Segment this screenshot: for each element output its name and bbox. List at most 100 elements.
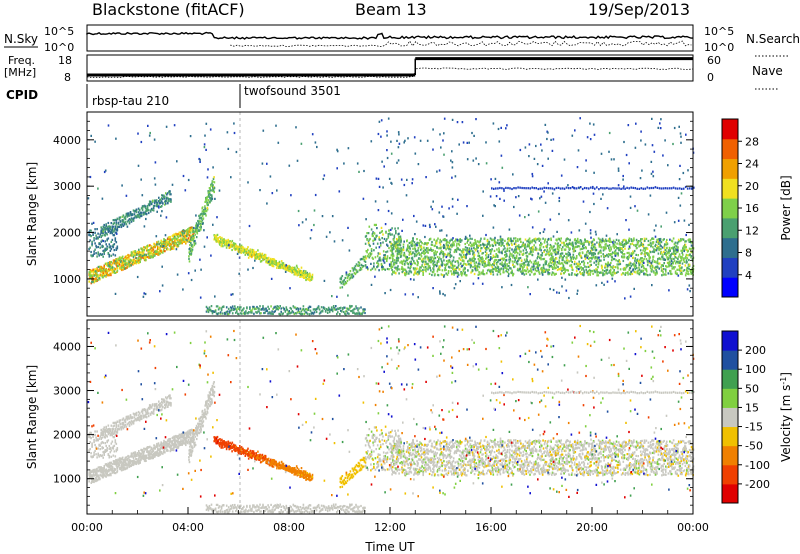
scatter-cell (685, 133, 687, 136)
scatter-cell (384, 292, 386, 295)
scatter-cell (650, 242, 652, 245)
scatter-cell (343, 279, 346, 282)
scatter-cell (129, 259, 132, 262)
scatter-cell (534, 272, 536, 275)
scatter-cell (106, 226, 108, 229)
scatter-cell (484, 243, 486, 246)
scatter-cell (287, 268, 290, 271)
scatter-cell (301, 275, 303, 278)
scatter-cell (165, 242, 167, 245)
scatter-cell (502, 238, 504, 241)
scatter-cell (660, 264, 663, 267)
scatter-cell (496, 254, 499, 257)
scatter-cell (144, 205, 147, 208)
scatter-cell (533, 244, 535, 247)
scatter-cell (496, 266, 499, 269)
scatter-cell (567, 243, 569, 247)
scatter-cell (382, 241, 384, 244)
scatter-cell (597, 266, 599, 269)
scatter-cell (374, 238, 377, 241)
scatter-cell (556, 261, 559, 264)
scatter-cell (622, 253, 624, 256)
scatter-cell (412, 293, 414, 296)
scatter-cell (473, 134, 475, 137)
scatter-cell (115, 228, 118, 231)
scatter-cell (89, 274, 91, 277)
scatter-cell (189, 238, 192, 241)
scatter-cell (393, 270, 396, 273)
scatter-cell (557, 242, 559, 245)
scatter-cell (166, 199, 168, 203)
cpid-segment-2: twofsound 3501 (244, 84, 341, 98)
scatter-cell (453, 287, 456, 290)
scatter-cell (197, 219, 199, 223)
scatter-cell (118, 225, 121, 228)
scatter-cell (598, 250, 601, 253)
scatter-cell (473, 260, 476, 263)
scatter-cell (188, 251, 190, 254)
scatter-cell (489, 244, 491, 247)
scatter-cell (526, 240, 528, 243)
scatter-cell (462, 259, 464, 262)
scatter-cell (587, 262, 589, 265)
scatter-cell (664, 249, 667, 252)
scatter-cell (205, 214, 207, 217)
scatter-cell (537, 262, 539, 265)
scatter-cell (627, 258, 629, 261)
scatter-cell (216, 312, 219, 316)
scatter-cell (665, 240, 667, 244)
scatter-cell (358, 269, 361, 272)
scatter-cell (447, 244, 449, 247)
scatter-cell (597, 252, 600, 255)
scatter-cell (132, 256, 135, 259)
scatter-cell (173, 242, 176, 245)
scatter-cell (549, 243, 552, 247)
scatter-cell (571, 272, 573, 275)
scatter-cell (413, 273, 415, 276)
scatter-cell (215, 237, 218, 240)
scatter-cell (644, 249, 647, 252)
scatter-cell (388, 229, 390, 232)
scatter-cell (267, 259, 269, 262)
scatter-cell (127, 253, 129, 257)
scatter-cell (408, 257, 410, 260)
scatter-cell (107, 229, 110, 232)
scatter-cell (207, 199, 210, 202)
scatter-cell (159, 201, 161, 204)
scatter-cell (589, 250, 592, 253)
scatter-cell (667, 265, 670, 268)
scatter-cell (492, 273, 495, 276)
scatter-cell (308, 305, 311, 308)
scatter-cell (592, 272, 594, 275)
scatter-cell (158, 196, 160, 199)
scatter-cell (600, 259, 602, 262)
scatter-cell (574, 239, 576, 242)
scatter-cell (121, 255, 124, 258)
scatter-cell (393, 263, 396, 266)
scatter-cell (642, 243, 645, 247)
scatter-cell (154, 161, 157, 164)
scatter-cell (242, 249, 245, 252)
scatter-cell (126, 225, 129, 228)
scatter-cell (630, 239, 633, 242)
scatter-cell (460, 262, 462, 265)
scatter-cell (613, 246, 616, 250)
scatter-cell (609, 253, 612, 256)
scatter-cell (386, 200, 389, 203)
scatter-cell (463, 262, 465, 265)
scatter-cell (558, 246, 561, 249)
scatter-cell (307, 306, 310, 309)
scatter-cell (416, 238, 418, 241)
scatter-cell (570, 231, 573, 234)
scatter-cell (496, 269, 498, 272)
scatter-cell (144, 257, 147, 260)
scatter-cell (495, 269, 497, 272)
scatter-cell (574, 242, 577, 245)
scatter-cell (687, 265, 690, 268)
scatter-cell (89, 270, 92, 273)
scatter-cell (111, 228, 114, 231)
scatter-cell (438, 268, 441, 271)
scatter-cell (263, 308, 265, 311)
scatter-cell (567, 269, 569, 272)
scatter-cell (450, 264, 452, 267)
